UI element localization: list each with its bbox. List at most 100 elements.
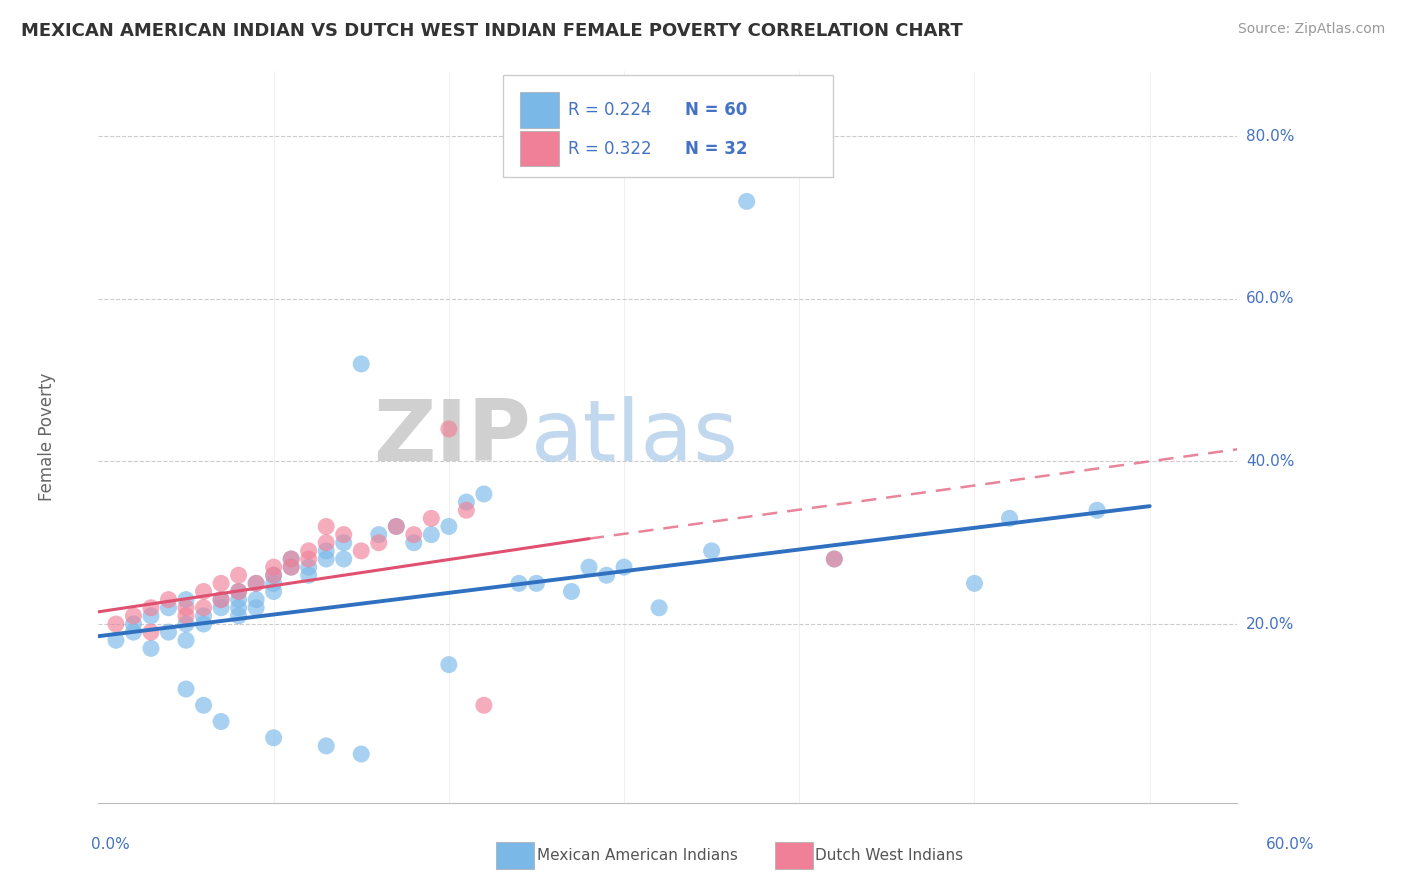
Point (700, 544, 723, 558)
Point (228, 592, 250, 607)
Point (209, 592, 232, 607)
Point (193, 584, 215, 599)
Text: Dutch West Indians: Dutch West Indians (815, 848, 963, 863)
Point (367, 535, 389, 549)
Point (315, 519, 337, 533)
Point (350, 747, 373, 761)
Point (122, 625, 145, 640)
Point (526, 576, 548, 591)
Point (332, 552, 354, 566)
Point (437, 519, 460, 533)
FancyBboxPatch shape (503, 75, 832, 178)
Point (998, 511, 1021, 525)
Point (174, 617, 197, 632)
Point (263, 731, 285, 745)
Point (472, 487, 495, 501)
Point (228, 608, 250, 623)
Point (456, 495, 478, 509)
Point (456, 503, 478, 517)
Point (402, 527, 425, 541)
Text: 80.0%: 80.0% (1246, 128, 1295, 144)
Point (963, 576, 986, 591)
Text: R = 0.322: R = 0.322 (568, 140, 651, 158)
Point (298, 568, 321, 582)
Point (385, 519, 408, 533)
Text: ZIP: ZIP (374, 395, 531, 479)
Text: Mexican American Indians: Mexican American Indians (537, 848, 738, 863)
Text: 40.0%: 40.0% (1246, 454, 1295, 469)
Point (298, 552, 321, 566)
Point (228, 600, 250, 615)
Point (613, 560, 636, 574)
Point (437, 422, 460, 436)
Point (402, 535, 425, 549)
Point (595, 568, 617, 582)
Point (209, 592, 232, 607)
Point (157, 592, 180, 607)
Point (350, 357, 373, 371)
Text: 60.0%: 60.0% (1246, 292, 1295, 307)
Point (298, 560, 321, 574)
Point (823, 552, 845, 566)
Text: 20.0%: 20.0% (1246, 616, 1295, 632)
Point (245, 600, 267, 615)
Point (420, 527, 443, 541)
Point (315, 552, 337, 566)
Text: N = 60: N = 60 (685, 101, 747, 120)
Point (280, 560, 302, 574)
Point (193, 617, 215, 632)
Point (315, 544, 337, 558)
Point (174, 592, 197, 607)
Point (280, 552, 302, 566)
Point (139, 641, 162, 656)
Point (174, 608, 197, 623)
Point (122, 617, 145, 632)
Point (157, 600, 180, 615)
Point (332, 535, 354, 549)
Point (560, 584, 582, 599)
Point (193, 608, 215, 623)
Text: N = 32: N = 32 (685, 140, 748, 158)
Point (228, 568, 250, 582)
Text: atlas: atlas (531, 395, 740, 479)
Point (735, 194, 758, 209)
Point (263, 576, 285, 591)
Point (122, 608, 145, 623)
Point (209, 714, 232, 729)
Point (193, 698, 215, 713)
Point (280, 552, 302, 566)
Point (648, 600, 671, 615)
Point (472, 698, 495, 713)
Point (263, 568, 285, 582)
Point (315, 535, 337, 549)
Point (315, 739, 337, 753)
Text: 60.0%: 60.0% (1267, 838, 1315, 852)
Point (174, 633, 197, 648)
Point (193, 600, 215, 615)
Text: Female Poverty: Female Poverty (38, 373, 56, 501)
Point (263, 584, 285, 599)
Point (209, 576, 232, 591)
Point (139, 625, 162, 640)
Point (823, 552, 845, 566)
Point (420, 511, 443, 525)
Point (298, 544, 321, 558)
Point (367, 527, 389, 541)
Point (385, 519, 408, 533)
Point (174, 600, 197, 615)
Point (508, 576, 530, 591)
Point (245, 576, 267, 591)
Point (139, 600, 162, 615)
Point (228, 584, 250, 599)
Point (104, 633, 127, 648)
Point (245, 592, 267, 607)
Point (263, 560, 285, 574)
Point (280, 560, 302, 574)
Point (263, 568, 285, 582)
Text: 0.0%: 0.0% (91, 838, 131, 852)
Point (437, 657, 460, 672)
Text: MEXICAN AMERICAN INDIAN VS DUTCH WEST INDIAN FEMALE POVERTY CORRELATION CHART: MEXICAN AMERICAN INDIAN VS DUTCH WEST IN… (21, 22, 963, 40)
Point (1085, 503, 1108, 517)
Point (157, 625, 180, 640)
Point (350, 544, 373, 558)
